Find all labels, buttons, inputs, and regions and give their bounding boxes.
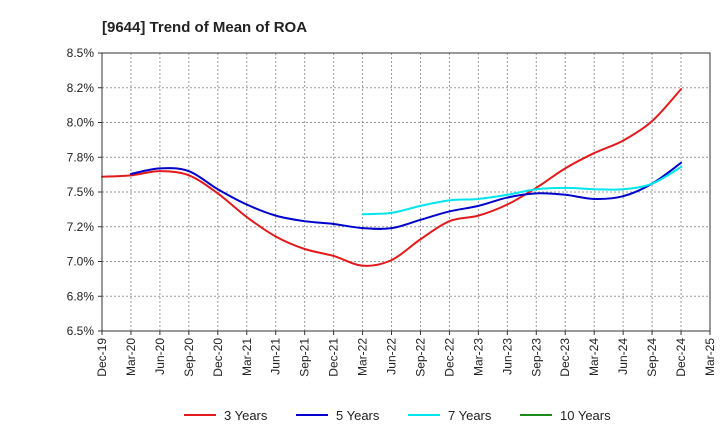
series-lines [101, 88, 683, 267]
legend-label: 3 Years [224, 408, 268, 423]
legend-item-7-years: 7 Years [408, 408, 492, 423]
x-tick-label: Jun-22 [385, 338, 399, 375]
x-tick-label: Dec-24 [674, 338, 688, 377]
x-tick-label: Jun-21 [269, 338, 283, 375]
y-tick-label: 6.5% [67, 324, 95, 338]
legend-label: 10 Years [560, 408, 611, 423]
x-tick-label: Mar-25 [703, 338, 717, 376]
legend: 3 Years 5 Years 7 Years 10 Years [184, 408, 611, 423]
x-tick-label: Jun-23 [500, 338, 514, 375]
y-tick-label: 8.2% [67, 81, 95, 95]
x-tick-label: Dec-20 [211, 338, 225, 377]
x-tick-label: Jun-24 [616, 338, 630, 375]
y-tick-label: 7.0% [67, 255, 95, 269]
x-tick-label: Mar-20 [124, 338, 138, 376]
chart-title: [9644] Trend of Mean of ROA [102, 19, 307, 36]
legend-item-5-years: 5 Years [296, 408, 380, 423]
x-tick-label: Mar-23 [471, 338, 485, 376]
x-tick-label: Jun-20 [153, 338, 167, 375]
x-tick-label: Sep-24 [645, 338, 659, 377]
y-tick-label: 6.8% [67, 289, 95, 303]
legend-item-3-years: 3 Years [184, 408, 268, 423]
x-tick-label: Sep-21 [298, 338, 312, 377]
y-tick-label: 8.5% [67, 46, 95, 60]
legend-item-10-years: 10 Years [520, 408, 611, 423]
x-tick-label: Sep-22 [413, 338, 427, 377]
plot-frame [101, 52, 711, 332]
x-tick-label: Dec-21 [327, 338, 341, 377]
legend-label: 7 Years [448, 408, 492, 423]
series-line-3-years [101, 88, 683, 267]
x-tick-label: Sep-20 [182, 338, 196, 377]
x-tick-label: Sep-23 [529, 338, 543, 377]
x-tick-label: Dec-19 [95, 338, 109, 377]
x-tick-label: Mar-21 [240, 338, 254, 376]
y-tick-label: 8.0% [67, 116, 95, 130]
x-tick-label: Dec-23 [558, 338, 572, 377]
x-tick-label: Mar-24 [587, 338, 601, 376]
series-line-7-years [361, 165, 683, 216]
x-tick-label: Mar-22 [356, 338, 370, 376]
series-line-5-years [129, 161, 683, 230]
x-axis-ticks: Dec-19 Mar-20 Jun-20 Sep-20 Dec-20 Mar-21 Jun-… [95, 331, 717, 377]
x-tick-label: Dec-22 [442, 338, 456, 377]
y-tick-label: 7.8% [67, 150, 95, 164]
y-tick-label: 7.5% [67, 185, 95, 199]
legend-label: 5 Years [336, 408, 380, 423]
y-tick-label: 7.2% [67, 220, 95, 234]
y-axis-ticks: 8.5% 8.2% 8.0% 7.8% 7.5% 7.2% 7.0% 6.8% 6.5% [67, 46, 102, 338]
grid-lines [101, 52, 711, 332]
